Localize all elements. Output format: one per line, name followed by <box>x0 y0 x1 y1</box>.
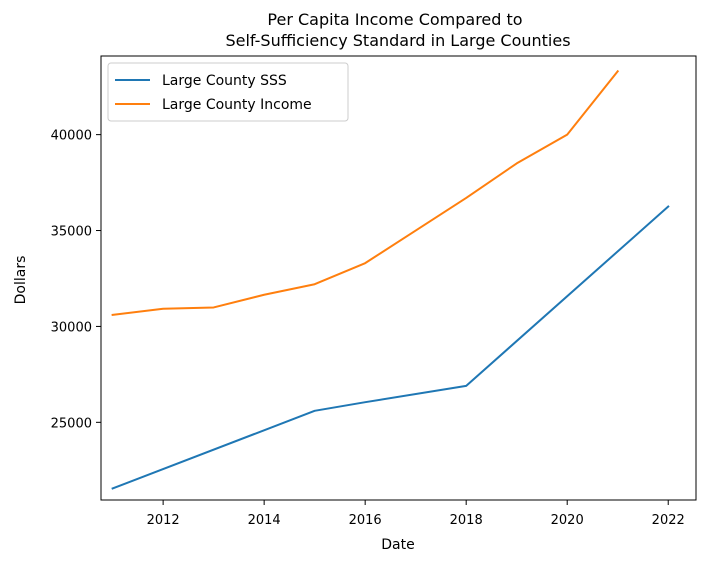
y-axis: 25000 30000 35000 40000 <box>51 129 101 431</box>
x-axis: 2012 2014 2016 2018 2020 2022 <box>147 500 685 528</box>
x-tick-label: 2022 <box>652 513 685 528</box>
legend-box <box>107 62 349 122</box>
legend: Large County SSS Large County Income <box>107 62 349 122</box>
y-axis-label: Dollars <box>13 256 29 305</box>
chart-title: Per Capita Income Compared to Self-Suffi… <box>225 10 570 50</box>
y-tick-label: 40000 <box>51 129 92 144</box>
legend-label-1: Large County SSS <box>162 73 287 89</box>
x-tick-label: 2016 <box>349 513 382 528</box>
x-tick-label: 2018 <box>450 513 483 528</box>
series-line-1 <box>111 205 670 490</box>
y-tick-label: 35000 <box>51 225 92 240</box>
x-tick-label: 2020 <box>551 513 584 528</box>
chart-title-line-2: Self-Sufficiency Standard in Large Count… <box>225 31 570 50</box>
series-line-2 <box>111 69 620 317</box>
x-axis-label: Date <box>381 537 414 553</box>
legend-label-2: Large County Income <box>162 97 312 113</box>
plot-area-frame <box>100 55 697 501</box>
x-tick-label: 2012 <box>147 513 180 528</box>
series-lines <box>111 69 670 490</box>
y-tick-label: 25000 <box>51 416 92 431</box>
chart-title-line-1: Per Capita Income Compared to <box>267 10 522 29</box>
x-tick-label: 2014 <box>248 513 281 528</box>
y-tick-label: 30000 <box>51 320 92 335</box>
